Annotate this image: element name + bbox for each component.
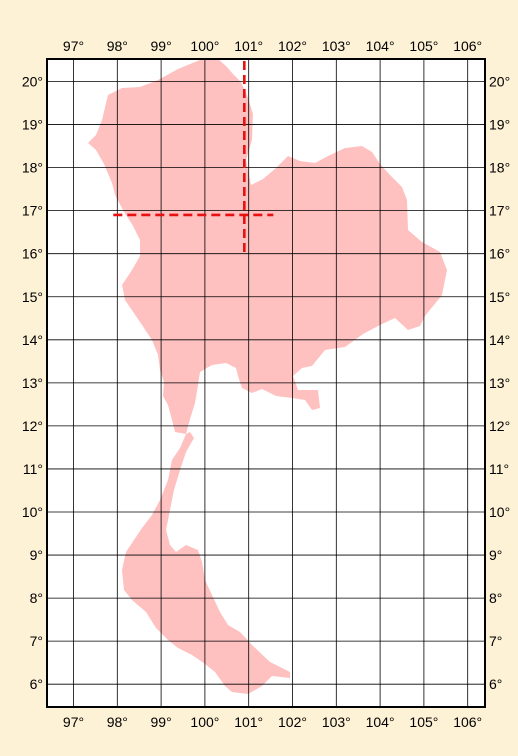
latitude-label: 19° [22,117,43,133]
longitude-label: 105° [409,38,438,54]
longitude-label: 101° [234,714,263,730]
latitude-label: 19° [489,117,510,133]
latitude-labels-left: 20° 19° 18° 17° 16° 15° 14° 13° 12° 11° 10° 9° 8° 7° 6… [22,74,43,693]
longitude-label: 100° [190,714,219,730]
latitude-label: 6° [30,676,43,692]
longitude-label: 104° [366,714,395,730]
latitude-label: 16° [489,246,510,262]
latitude-label: 12° [22,418,43,434]
longitude-label: 97° [63,714,84,730]
latitude-label: 16° [22,246,43,262]
longitude-label: 99° [151,38,172,54]
latitude-label: 17° [22,203,43,219]
longitude-label: 104° [366,38,395,54]
latitude-label: 7° [30,633,43,649]
longitude-label: 103° [322,38,351,54]
longitude-labels-bottom: 97° 98° 99° 100° 101° 102° 103° 104° 105° 106° [63,714,482,730]
map-frame [46,58,486,708]
longitude-label: 101° [234,38,263,54]
latitude-labels-right: 20° 19° 18° 17° 16° 15° 14° 13° 12° 11° 10° 9° 8° 7° 6… [489,74,510,693]
longitude-label: 102° [278,38,307,54]
latitude-label: 11° [23,461,43,477]
graticule [47,59,485,707]
longitude-label: 100° [190,38,219,54]
longitude-label: 99° [151,714,172,730]
latitude-label: 8° [30,590,43,606]
latitude-label: 20° [489,74,510,90]
latitude-label: 11° [489,461,509,477]
latitude-label: 18° [22,160,43,176]
longitude-label: 102° [278,714,307,730]
latitude-label: 8° [489,590,502,606]
longitude-label: 106° [453,38,482,54]
latitude-label: 6° [489,676,502,692]
latitude-label: 15° [22,289,43,305]
longitude-label: 98° [107,38,128,54]
land-peninsula [122,432,290,694]
longitude-labels-top: 97° 98° 99° 100° 101° 102° 103° 104° 105° 106° [63,38,482,54]
longitude-label: 97° [63,38,84,54]
latitude-label: 13° [22,375,43,391]
latitude-label: 12° [489,418,510,434]
latitude-label: 18° [489,160,510,176]
latitude-label: 10° [22,504,43,520]
latitude-label: 13° [489,375,510,391]
latitude-label: 14° [489,332,510,348]
longitude-label: 106° [453,714,482,730]
longitude-label: 105° [409,714,438,730]
crosshair-marker [113,61,274,255]
latitude-label: 15° [489,289,510,305]
latitude-label: 9° [30,547,43,563]
latitude-label: 14° [22,332,43,348]
latitude-label: 10° [489,504,510,520]
latitude-label: 17° [489,203,510,219]
latitude-label: 7° [489,633,502,649]
latitude-label: 9° [489,547,502,563]
longitude-label: 98° [107,714,128,730]
longitude-label: 103° [322,714,351,730]
latitude-label: 20° [22,74,43,90]
